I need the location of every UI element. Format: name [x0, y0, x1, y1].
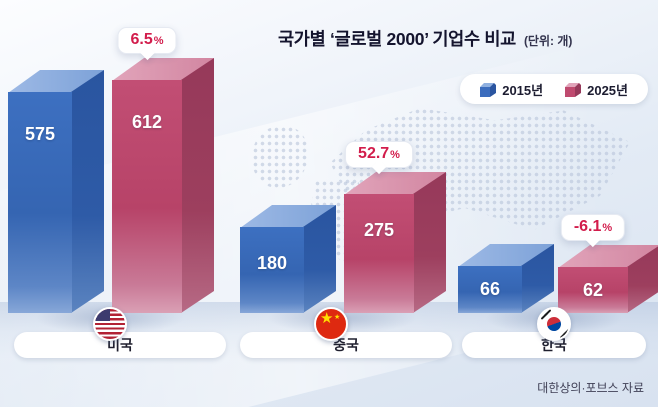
bar-side-face [413, 172, 446, 313]
change-badge-china: 52.7% [345, 141, 413, 168]
change-value: 52.7 [358, 145, 390, 162]
legend-2025-label: 2025년 [587, 82, 628, 98]
chart-header: 국가별 ‘글로벌 2000’ 기업수 비교 (단위: 개) [278, 26, 572, 51]
bar-front-face [344, 194, 414, 313]
bar-value-usa-2015: 575 [24, 124, 56, 144]
source-credit: 대한상의·포브스 자료 [537, 381, 644, 395]
change-badge-usa: 6.5% [117, 27, 177, 54]
bar-korea-2025: 62 [558, 245, 658, 313]
change-value: -6.1 [573, 218, 602, 235]
percent-sign: % [153, 35, 164, 47]
bar-top-face [558, 245, 658, 268]
bar-front-face [458, 266, 522, 313]
china-flag-star: ★ [320, 310, 334, 327]
bar-value-china-2025: 275 [363, 220, 395, 240]
world-map-dots-decoration [252, 126, 308, 188]
bar-front-face [8, 92, 72, 313]
legend-2015-label: 2015년 [502, 82, 544, 98]
country-label-china: 중국 [240, 332, 452, 358]
korea-flag-trigram [543, 309, 552, 317]
bar-value-china-2015: 180 [256, 253, 288, 273]
bar-usa-2015: 575 [8, 70, 104, 313]
china-flag-icon: ★ ★ [314, 307, 348, 341]
bar-front-face [558, 267, 628, 313]
unit-label: (단위: 개) [523, 34, 573, 48]
change-value: 6.5 [130, 31, 153, 48]
legend-cube-2015-icon [480, 82, 497, 97]
bar-front-face [240, 227, 304, 313]
bar-value-usa-2025: 612 [131, 112, 163, 132]
bar-korea-2015: 66 [458, 244, 554, 313]
usa-flag-canton [95, 309, 110, 321]
bar-china-2025: 275 [344, 172, 446, 313]
change-badge-korea: -6.1% [560, 214, 626, 241]
percent-sign: % [602, 222, 613, 234]
korea-flag-taegeuk [545, 315, 563, 333]
bar-side-face [181, 58, 214, 313]
legend-item-2015: 2015년 [480, 80, 543, 99]
legend: 2015년 2025년 [460, 74, 648, 104]
bar-china-2015: 180 [240, 205, 336, 313]
bar-value-korea-2025: 62 [582, 280, 604, 300]
usa-flag-icon [93, 307, 127, 341]
bar-front-face [112, 80, 182, 313]
country-label-korea: 한국 [462, 332, 646, 358]
bar-usa-2025: 612 [112, 58, 214, 313]
china-flag-star: ★ [334, 314, 341, 321]
legend-cube-2025-icon [565, 82, 582, 97]
percent-sign: % [390, 149, 400, 161]
chart-title: 국가별 ‘글로벌 2000’ 기업수 비교 [278, 29, 516, 49]
bar-value-korea-2015: 66 [479, 279, 501, 299]
korea-flag-icon [537, 307, 571, 341]
legend-item-2025: 2025년 [565, 80, 628, 99]
bar-side-face [71, 70, 104, 313]
